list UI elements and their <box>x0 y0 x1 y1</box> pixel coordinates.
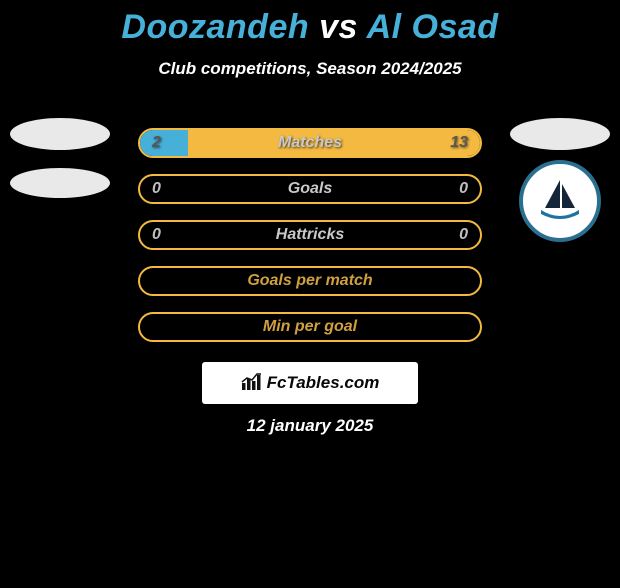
player1-name: Doozandeh <box>121 8 309 46</box>
stat-label: Goals per match <box>247 272 372 290</box>
chart-icon <box>241 371 263 396</box>
vs-text: vs <box>319 8 358 46</box>
player1-placeholder-icon <box>10 118 110 150</box>
sailboat-icon <box>535 176 585 226</box>
player2-avatar-stack <box>510 118 610 242</box>
player2-name: Al Osad <box>367 8 499 46</box>
player2-placeholder-icon <box>510 118 610 150</box>
player1-avatar-stack <box>10 118 110 198</box>
stat-value-right: 0 <box>459 226 468 244</box>
stat-label: Goals <box>288 180 332 198</box>
stat-label: Min per goal <box>263 318 357 336</box>
date-text: 12 january 2025 <box>0 416 620 436</box>
stat-label: Matches <box>278 134 342 152</box>
stat-value-left: 0 <box>152 226 161 244</box>
stat-value-left: 0 <box>152 180 161 198</box>
stat-value-right: 0 <box>459 180 468 198</box>
stat-fill-left <box>140 130 188 156</box>
stat-row: Min per goal <box>138 312 482 342</box>
stat-row: 0 0 Hattricks <box>138 220 482 250</box>
stat-label: Hattricks <box>276 226 344 244</box>
stat-row: 0 0 Goals <box>138 174 482 204</box>
subtitle: Club competitions, Season 2024/2025 <box>0 59 620 79</box>
player1-team-placeholder-icon <box>10 168 110 198</box>
player2-team-badge <box>519 160 601 242</box>
stat-rows: 2 13 Matches 0 0 Goals 0 0 Hattricks Goals per ma… <box>138 128 482 342</box>
brand-box: FcTables.com <box>202 362 418 404</box>
comparison-title: Doozandeh vs Al Osad <box>0 8 620 47</box>
stat-value-left: 2 <box>152 134 161 152</box>
brand-text: FcTables.com <box>267 373 380 393</box>
stat-value-right: 13 <box>450 134 468 152</box>
stat-row: Goals per match <box>138 266 482 296</box>
stat-row: 2 13 Matches <box>138 128 482 158</box>
